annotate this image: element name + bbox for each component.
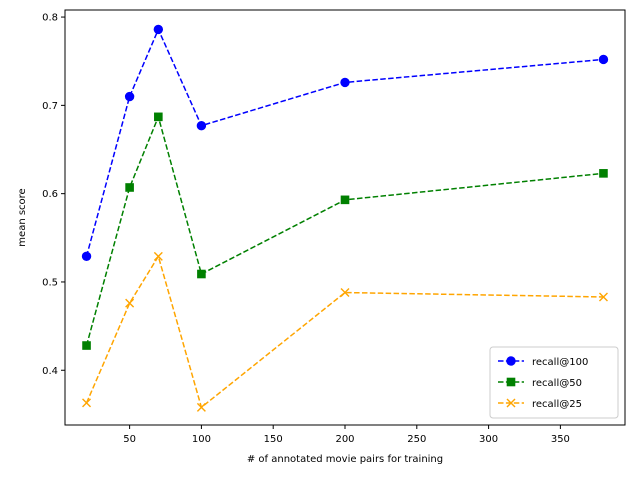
x-tick-label: 150 bbox=[264, 434, 283, 445]
legend-entry: recall@25 bbox=[498, 398, 582, 410]
legend-entry: recall@50 bbox=[498, 377, 582, 389]
data-point bbox=[124, 91, 135, 102]
y-axis-label: mean score bbox=[17, 188, 28, 246]
legend-box bbox=[489, 346, 619, 419]
legend-label: recall@100 bbox=[532, 357, 588, 368]
legend: recall@100 recall@50 recall@25 bbox=[489, 346, 619, 419]
x-axis: 50 100 150 200 250 300 350 bbox=[123, 425, 570, 445]
legend-label: recall@25 bbox=[532, 399, 582, 410]
y-axis: 0.4 0.5 0.6 0.7 0.8 bbox=[42, 13, 65, 377]
legend-label: recall@50 bbox=[532, 378, 582, 389]
data-point bbox=[125, 298, 135, 308]
data-point bbox=[125, 183, 134, 192]
y-tick-label: 0.7 bbox=[42, 101, 58, 112]
series-line bbox=[85, 254, 604, 409]
series-recall-100 bbox=[81, 24, 609, 262]
data-point bbox=[340, 77, 350, 88]
data-point bbox=[340, 195, 350, 205]
data-point bbox=[82, 341, 91, 350]
series-recall-25 bbox=[82, 251, 608, 412]
x-axis-label: # of annotated movie pairs for training bbox=[247, 454, 443, 465]
y-tick-label: 0.8 bbox=[42, 13, 58, 24]
data-point bbox=[196, 402, 206, 412]
legend-marker bbox=[506, 377, 516, 387]
y-tick-label: 0.6 bbox=[42, 189, 58, 200]
data-point bbox=[599, 169, 608, 178]
series-recall-50 bbox=[82, 112, 608, 350]
y-tick-label: 0.4 bbox=[42, 366, 58, 377]
data-point bbox=[598, 54, 609, 65]
x-tick-label: 50 bbox=[123, 434, 136, 445]
x-tick-label: 100 bbox=[192, 434, 211, 445]
x-tick-label: 350 bbox=[551, 434, 570, 445]
data-point bbox=[153, 24, 164, 35]
plot-area bbox=[81, 24, 609, 412]
data-point bbox=[81, 251, 92, 262]
data-point bbox=[153, 251, 163, 261]
x-tick-label: 250 bbox=[407, 434, 426, 445]
x-tick-label: 200 bbox=[335, 434, 354, 445]
series-line bbox=[85, 27, 604, 257]
legend-marker bbox=[506, 356, 516, 366]
data-point bbox=[197, 269, 206, 279]
x-tick-label: 300 bbox=[479, 434, 498, 445]
y-tick-label: 0.5 bbox=[42, 277, 58, 288]
data-point bbox=[598, 292, 608, 302]
legend-marker bbox=[506, 398, 516, 408]
data-point bbox=[154, 112, 163, 122]
data-point bbox=[196, 120, 207, 131]
legend-entry: recall@100 bbox=[498, 356, 588, 368]
data-point bbox=[82, 398, 92, 408]
data-point bbox=[340, 288, 350, 298]
series-line bbox=[85, 114, 604, 346]
